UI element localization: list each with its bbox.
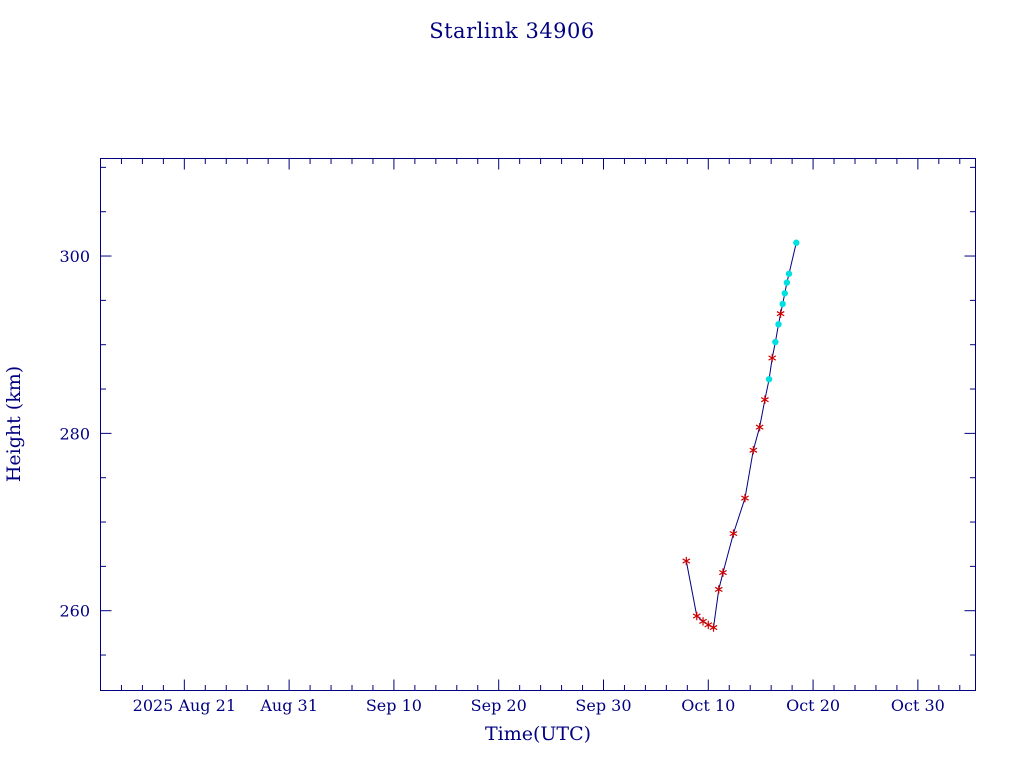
marker-stroke (692, 613, 701, 619)
x-tick-label: Aug 31 (259, 696, 318, 715)
x-tick-label: Sep 30 (575, 696, 631, 715)
data-series (682, 239, 800, 632)
data-point-marker-cyan (785, 270, 793, 277)
marker-stroke (714, 586, 723, 593)
marker-stroke (682, 558, 691, 564)
plot-box (100, 158, 976, 691)
data-point-marker-red (714, 585, 723, 594)
data-point-marker-red (682, 556, 691, 566)
data-point-marker-red (699, 617, 707, 626)
x-tick-label: Oct 20 (786, 696, 840, 715)
axis-ticks (100, 158, 976, 691)
marker-stroke (768, 355, 777, 361)
data-point-marker-red (704, 620, 713, 630)
data-point-marker-red (755, 422, 764, 432)
data-point-marker-cyan (765, 376, 773, 383)
data-point-marker-cyan (779, 300, 786, 308)
marker-stroke (760, 397, 769, 403)
data-point-marker-red (741, 493, 749, 503)
data-point-marker-cyan (783, 279, 791, 286)
marker-stroke (776, 311, 785, 317)
data-point-marker-red (709, 623, 718, 632)
marker-stroke (719, 569, 727, 576)
y-tick-label: 280 (59, 424, 90, 443)
data-point-marker-red (768, 353, 777, 363)
axis-tick-labels: 2025 Aug 21 Aug 31 Sep 10 Sep 20 Sep 30 Oct 1… (59, 247, 944, 715)
marker-stroke (709, 624, 718, 631)
x-tick-label: 2025 Aug 21 (133, 696, 236, 715)
x-tick-label: Oct 10 (681, 696, 735, 715)
data-point-marker-red (692, 611, 701, 621)
plot-frame (100, 158, 976, 691)
y-tick-label: 300 (59, 247, 90, 266)
data-point-marker-cyan (775, 321, 782, 328)
data-point-marker-cyan (793, 239, 800, 246)
y-tick-label: 260 (59, 602, 90, 621)
marker-stroke (729, 530, 738, 537)
x-axis-label: Time(UTC) (485, 723, 591, 745)
data-point-marker-red (719, 568, 727, 577)
data-point-marker-red (760, 395, 769, 404)
chart-title: Starlink 34906 (429, 19, 595, 43)
data-point-marker-cyan (781, 290, 788, 297)
y-axis-label: Height (km) (3, 366, 25, 482)
marker-stroke (749, 447, 758, 453)
data-point-marker-red (729, 529, 738, 538)
x-tick-label: Sep 20 (471, 696, 527, 715)
x-tick-label: Sep 10 (366, 696, 422, 715)
marker-stroke (755, 424, 764, 430)
data-point-marker-red (749, 446, 758, 455)
data-line (685, 242, 797, 629)
data-point-marker-cyan (772, 338, 779, 346)
marker-stroke (741, 495, 749, 501)
x-tick-label: Oct 30 (891, 696, 945, 715)
data-point-marker-red (776, 309, 785, 318)
